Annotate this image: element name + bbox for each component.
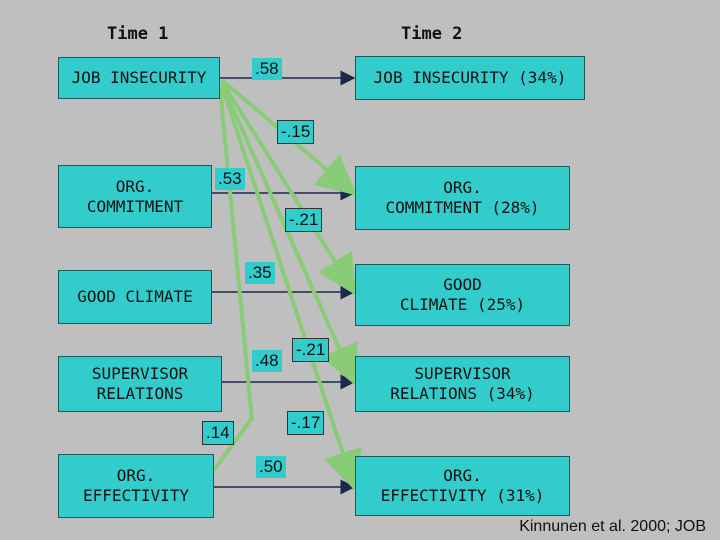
box-t2-org-effectivity: ORG. EFFECTIVITY (31%) [355, 456, 570, 516]
coef-oe-oe: .50 [256, 456, 286, 478]
coef-ji-oc: -.15 [277, 120, 315, 144]
coef-ji-sr: -.21 [292, 338, 330, 362]
coef-oc-oc: .53 [215, 168, 245, 190]
box-t1-good-climate: GOOD CLIMATE [58, 270, 212, 324]
coef-ji-gc: -.21 [285, 208, 323, 232]
coef-ji-ji: .58 [252, 58, 282, 80]
box-t2-supervisor-relations: SUPERVISOR RELATIONS (34%) [355, 356, 570, 412]
arrow-ji-oe [220, 85, 362, 491]
arrow-ji-down [218, 87, 254, 421]
box-t1-job-insecurity: JOB INSECURITY [58, 57, 220, 99]
coef-ji-oe: -.17 [287, 411, 325, 435]
box-t2-org-commitment: ORG. COMMITMENT (28%) [355, 166, 570, 230]
box-t1-org-commitment: ORG. COMMITMENT [58, 165, 212, 228]
header-time2: Time 2 [401, 24, 463, 44]
arrow-ji-gc [220, 80, 357, 296]
arrow-ji-sr [220, 83, 358, 386]
citation: Kinnunen et al. 2000; JOB [519, 518, 706, 535]
box-t2-good-climate: GOOD CLIMATE (25%) [355, 264, 570, 326]
box-t1-supervisor-relations: SUPERVISOR RELATIONS [58, 356, 222, 412]
box-t1-org-effectivity: ORG. EFFECTIVITY [58, 454, 214, 518]
coef-oe-side: .14 [202, 421, 234, 445]
coef-sr-sr: .48 [252, 350, 282, 372]
coef-gc-gc: .35 [245, 262, 275, 284]
header-time1: Time 1 [107, 24, 169, 44]
box-t2-job-insecurity: JOB INSECURITY (34%) [355, 56, 585, 100]
